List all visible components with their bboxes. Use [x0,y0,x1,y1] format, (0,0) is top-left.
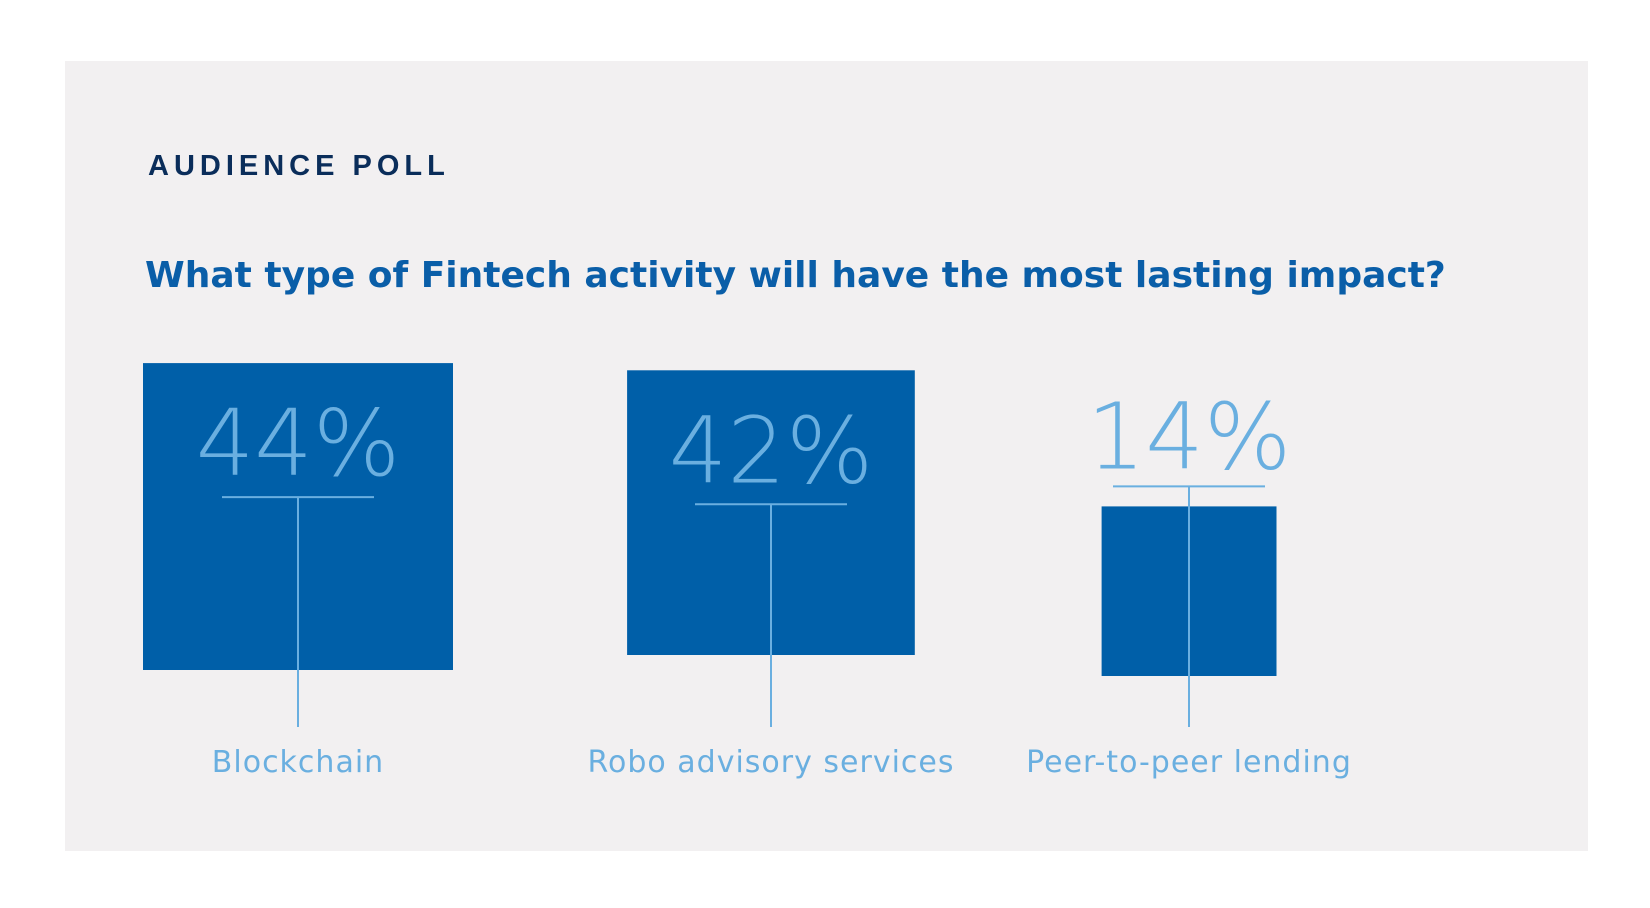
poll-question: What type of Fintech activity will have … [145,255,1446,296]
value-label-0: 44% [196,390,400,497]
value-label-1: 42% [669,397,873,504]
value-label-2: 14% [1087,383,1291,490]
category-label-2: Peer-to-peer lending [1026,745,1352,780]
category-label-1: Robo advisory services [588,745,955,780]
poll-kicker: AUDIENCE POLL [148,150,450,182]
category-label-0: Blockchain [212,745,384,780]
